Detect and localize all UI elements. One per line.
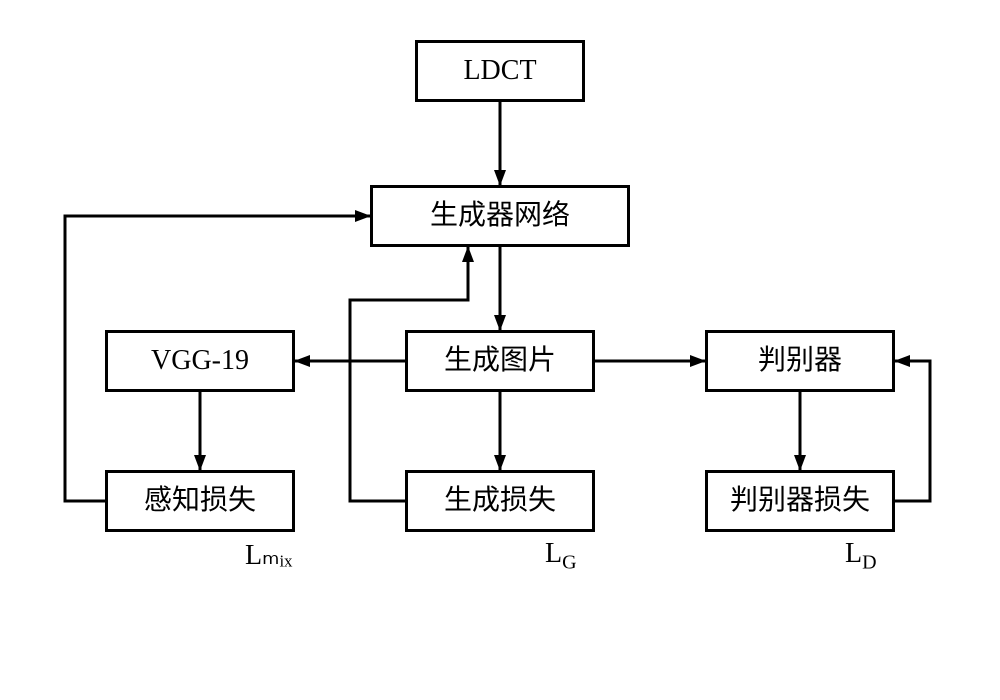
flowchart-diagram: LDCT 生成器网络 VGG-19 生成图片 判别器感知损失 生成损失 判别器损失 Lₘᵢₓ… — [50, 40, 950, 660]
node-percep_loss: 感知损失 — [105, 470, 295, 532]
node-gen_loss: 生成损失 — [405, 470, 595, 532]
subscript-lmix: Lₘᵢₓ — [245, 538, 292, 572]
node-disc_loss: 判别器损失 — [705, 470, 895, 532]
node-generator: 生成器网络 — [370, 185, 630, 247]
node-ldct: LDCT — [415, 40, 585, 102]
node-vgg: VGG-19 — [105, 330, 295, 392]
node-gen_img: 生成图片 — [405, 330, 595, 392]
node-discrim: 判别器 — [705, 330, 895, 392]
edge-disc_loss-to-discrim — [895, 361, 930, 501]
subscript-ld: LD — [845, 538, 877, 575]
subscript-lg: LG — [545, 538, 577, 575]
